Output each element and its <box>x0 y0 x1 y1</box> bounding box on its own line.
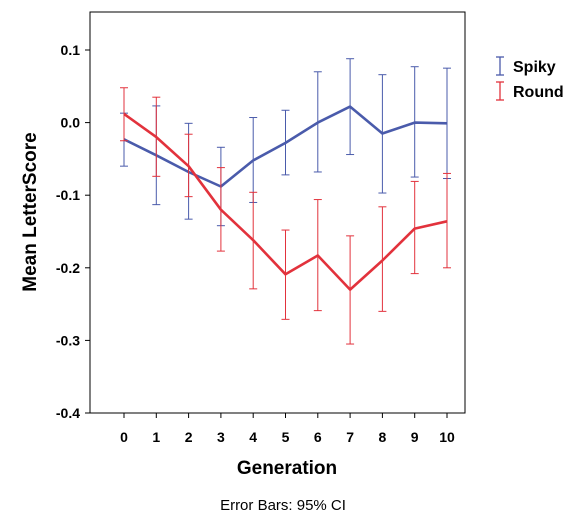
series-layer <box>120 58 451 345</box>
x-tick-label: 7 <box>346 429 354 445</box>
x-tick-label: 1 <box>152 429 160 445</box>
y-tick-label: 0.0 <box>61 115 81 131</box>
y-axis-title: Mean LetterScore <box>20 132 41 291</box>
legend: Spiky Round <box>496 56 564 101</box>
error-bar-footnote: Error Bars: 95% CI <box>220 497 346 514</box>
y-tick-label: 0.1 <box>61 42 81 58</box>
legend-label-round: Round <box>513 84 564 101</box>
x-tick-label: 5 <box>282 429 290 445</box>
x-tick-label: 4 <box>249 429 257 445</box>
x-tick-label: 2 <box>185 429 193 445</box>
x-tick-label: 8 <box>379 429 387 445</box>
y-axis: -0.4 -0.3 -0.2 -0.1 0.0 0.1 <box>56 42 90 421</box>
spiky-series <box>120 58 451 227</box>
round-line <box>123 112 448 291</box>
x-tick-label: 0 <box>120 429 128 445</box>
y-tick-label: -0.4 <box>56 405 80 421</box>
x-tick-label: 9 <box>411 429 419 445</box>
y-tick-label: -0.3 <box>56 332 80 348</box>
y-tick-label: -0.2 <box>56 260 80 276</box>
round-series <box>120 87 451 345</box>
y-tick-label: -0.1 <box>56 187 80 203</box>
plot-frame <box>89 11 466 414</box>
spiky-line <box>123 105 448 188</box>
x-tick-label: 10 <box>439 429 455 445</box>
legend-label-spiky: Spiky <box>513 59 556 76</box>
x-tick-label: 3 <box>217 429 225 445</box>
x-axis: 0 1 2 3 4 5 6 7 8 9 10 <box>120 413 455 445</box>
x-tick-label: 6 <box>314 429 322 445</box>
legend-item-round: Round <box>496 81 564 101</box>
x-axis-title: Generation <box>237 458 337 479</box>
legend-item-spiky: Spiky <box>496 56 556 76</box>
